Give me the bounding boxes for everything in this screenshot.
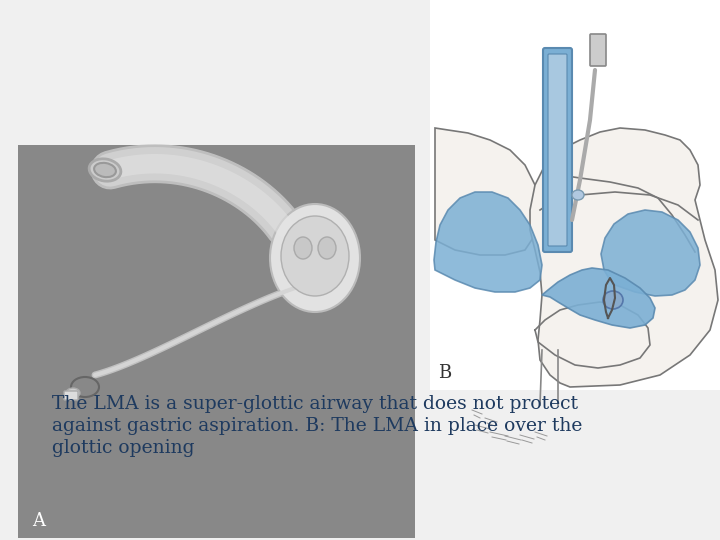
Polygon shape: [434, 192, 542, 292]
Ellipse shape: [294, 237, 312, 259]
Ellipse shape: [572, 190, 584, 200]
Ellipse shape: [94, 163, 116, 177]
Text: The LMA is a super-glottic airway that does not protect: The LMA is a super-glottic airway that d…: [52, 395, 578, 413]
Ellipse shape: [66, 388, 80, 398]
Ellipse shape: [603, 291, 623, 309]
Polygon shape: [542, 268, 655, 328]
Text: B: B: [438, 364, 451, 382]
FancyBboxPatch shape: [64, 391, 78, 400]
Text: glottic opening: glottic opening: [52, 439, 194, 457]
Ellipse shape: [281, 216, 349, 296]
Polygon shape: [530, 128, 718, 387]
Ellipse shape: [270, 204, 360, 312]
Ellipse shape: [318, 237, 336, 259]
FancyBboxPatch shape: [590, 34, 606, 66]
Text: against gastric aspiration. B: The LMA in place over the: against gastric aspiration. B: The LMA i…: [52, 417, 582, 435]
FancyBboxPatch shape: [548, 54, 567, 246]
Text: A: A: [32, 512, 45, 530]
Bar: [430, 0, 720, 390]
Bar: [18, 145, 415, 538]
Polygon shape: [601, 210, 700, 296]
Ellipse shape: [71, 377, 99, 397]
Ellipse shape: [89, 159, 121, 181]
Polygon shape: [435, 128, 538, 255]
FancyBboxPatch shape: [543, 48, 572, 252]
